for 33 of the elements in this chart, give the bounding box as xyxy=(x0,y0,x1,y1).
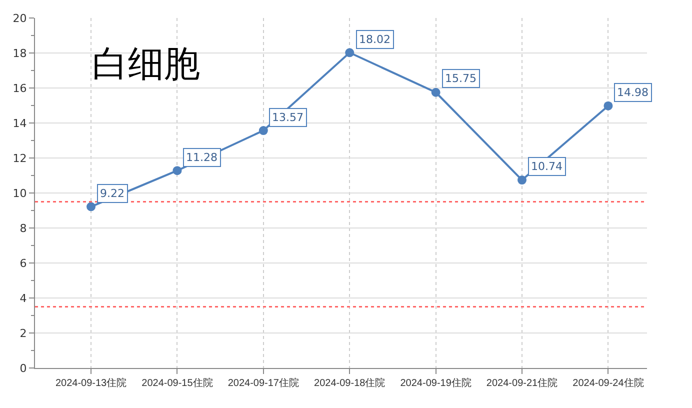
x-tick-label: 2024-09-18住院 xyxy=(314,377,386,389)
data-label: 9.22 xyxy=(100,187,124,200)
data-label: 15.75 xyxy=(445,72,476,85)
data-label: 10.74 xyxy=(531,160,562,173)
y-tick-label: 8 xyxy=(20,222,27,235)
y-tick-label: 18 xyxy=(12,46,27,60)
point xyxy=(86,202,96,212)
y-tick-label: 2 xyxy=(20,326,27,340)
point xyxy=(345,48,354,58)
point xyxy=(518,176,527,185)
x-tick-label: 2024-09-24住院 xyxy=(572,377,644,389)
x-tick-label: 2024-09-13住院 xyxy=(55,377,127,389)
x-tick-label: 2024-09-21住院 xyxy=(486,377,558,389)
data-label: 13.57 xyxy=(272,111,304,124)
x-tick-label: 2024-09-15住院 xyxy=(142,377,213,389)
data-label: 14.98 xyxy=(617,86,648,99)
y-tick-label: 10 xyxy=(12,186,27,200)
x-tick-label: 2024-09-19住院 xyxy=(400,377,472,389)
y-tick-label: 0 xyxy=(20,362,27,375)
y-tick-label: 20 xyxy=(12,12,27,25)
y-tick-label: 12 xyxy=(12,152,27,165)
data-label: 18.02 xyxy=(359,33,390,46)
point xyxy=(258,126,268,136)
text: 白细胞 xyxy=(92,44,200,85)
y-tick-label: 16 xyxy=(12,82,27,95)
point xyxy=(604,101,613,110)
y-tick-label: 14 xyxy=(12,116,27,130)
data-label: 11.28 xyxy=(186,151,218,164)
y-tick-label: 4 xyxy=(20,292,27,305)
x-tick-label: 2024-09-17住院 xyxy=(228,377,299,389)
y-tick-label: 6 xyxy=(20,256,27,270)
point xyxy=(431,88,440,97)
point xyxy=(172,166,182,176)
